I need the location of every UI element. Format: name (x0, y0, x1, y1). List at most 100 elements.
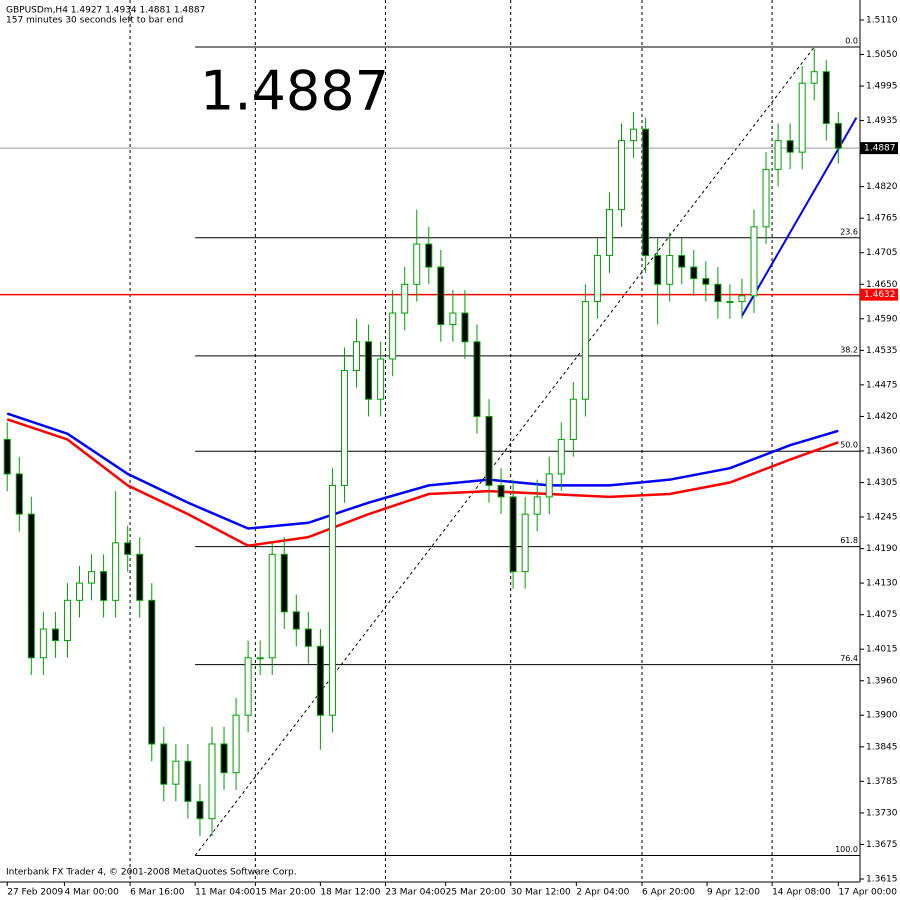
fibo-label: 100.0 (835, 845, 858, 854)
candle-body (822, 71, 830, 124)
y-tick-label: 1.5050 (866, 50, 898, 60)
x-tick-label: 25 Mar 20:00 (446, 888, 506, 898)
candle-body (642, 128, 650, 257)
y-tick-label: 1.4420 (866, 412, 898, 422)
moving-average (6, 418, 839, 548)
candle-body (100, 571, 108, 601)
fibo-label: 0.0 (845, 37, 858, 46)
y-tick-label: 1.4935 (866, 116, 898, 126)
candle-body (256, 657, 264, 660)
y-tick-label: 1.4650 (866, 280, 898, 290)
x-tick-label: 9 Apr 12:00 (707, 888, 760, 898)
y-tick-label: 1.3730 (866, 808, 898, 818)
fibo-label: 61.8 (840, 536, 858, 545)
x-tick-label: 30 Mar 12:00 (511, 888, 571, 898)
y-tick-label: 1.4305 (866, 478, 898, 488)
x-tick-label: 23 Mar 04:00 (385, 888, 445, 898)
candle-body (702, 278, 710, 285)
bid-label: 1.4887 (864, 144, 896, 154)
y-tick-label: 1.4360 (866, 446, 898, 456)
candle-body (714, 283, 722, 303)
candle-body (605, 209, 613, 257)
x-tick-label: 4 Mar 00:00 (64, 888, 119, 898)
y-tick-label: 1.4820 (866, 182, 898, 192)
candle-body (136, 553, 144, 601)
trendline (741, 117, 858, 317)
footer: Interbank FX Trader 4, © 2001-2008 MetaQ… (6, 868, 297, 878)
candle-body (292, 611, 300, 630)
candle-body (461, 312, 469, 343)
x-tick-label: 6 Apr 20:00 (642, 888, 695, 898)
candle-body (545, 473, 553, 498)
candle-body (618, 140, 626, 211)
candle-body (593, 255, 601, 303)
candle-body (798, 82, 806, 153)
candle-body (39, 628, 47, 659)
candle-body (533, 496, 541, 515)
chart-title: GBPUSDm,H4 1.4927 1.4934 1.4881 1.4887 (6, 6, 205, 16)
candle-body (449, 312, 457, 326)
candle-body (774, 140, 782, 170)
y-tick-label: 1.3900 (866, 711, 898, 721)
y-tick-label: 1.4075 (866, 610, 898, 620)
candle-body (497, 484, 505, 498)
y-tick-label: 1.3785 (866, 777, 898, 787)
candle-body (413, 243, 421, 285)
candle-body (738, 295, 746, 303)
candle-body (124, 542, 132, 555)
y-tick-label: 1.3960 (866, 676, 898, 686)
candle-body (160, 743, 168, 785)
candle-body (473, 341, 481, 417)
y-tick-label: 1.4765 (866, 214, 898, 224)
candle-body (353, 341, 361, 371)
y-tick-label: 1.4535 (866, 346, 898, 356)
y-tick-label: 1.4475 (866, 380, 898, 390)
x-tick-label: 18 Mar 12:00 (320, 888, 380, 898)
candle-body (268, 553, 276, 659)
candle-body (377, 358, 385, 400)
price-label: 1.4632 (864, 290, 896, 300)
candle-body (208, 743, 216, 820)
candle-body (148, 599, 156, 745)
y-tick-label: 1.4015 (866, 645, 898, 655)
candle-body (220, 743, 228, 774)
fibo-label: 76.4 (840, 654, 858, 663)
candle-body (810, 71, 818, 84)
candle-body (630, 128, 638, 142)
candle-body (27, 513, 35, 659)
y-tick-label: 1.4190 (866, 544, 898, 554)
candle-body (762, 168, 770, 228)
y-tick-label: 1.3675 (866, 840, 898, 850)
candle-body (304, 628, 312, 647)
y-tick-label: 1.3845 (866, 742, 898, 752)
candle-body (834, 122, 842, 149)
y-tick-label: 1.4130 (866, 579, 898, 589)
candle-body (485, 415, 493, 486)
candle-body (581, 301, 589, 400)
y-tick-label: 1.4705 (866, 248, 898, 258)
candle-body (3, 438, 11, 475)
candle-body (196, 800, 204, 820)
candle-body (63, 599, 71, 642)
candle-body (15, 473, 23, 515)
fibo-label: 23.6 (840, 227, 858, 236)
candle-body (509, 496, 517, 573)
candle-body (51, 628, 59, 642)
y-tick-label: 1.4590 (866, 314, 898, 324)
candle-body (88, 571, 96, 584)
candle-body (184, 760, 192, 802)
chart-subtitle: 157 minutes 30 seconds left to bar end (6, 16, 183, 26)
candle-body (425, 243, 433, 268)
x-tick-label: 11 Mar 04:00 (195, 888, 255, 898)
price-label-box (860, 288, 898, 301)
candle-body (244, 657, 252, 716)
candle-body (401, 283, 409, 314)
candle-body (389, 312, 397, 360)
candle-body (654, 255, 662, 285)
candle-body (726, 301, 734, 304)
x-tick-label: 6 Mar 16:00 (130, 888, 185, 898)
y-tick-label: 1.5110 (866, 16, 898, 26)
